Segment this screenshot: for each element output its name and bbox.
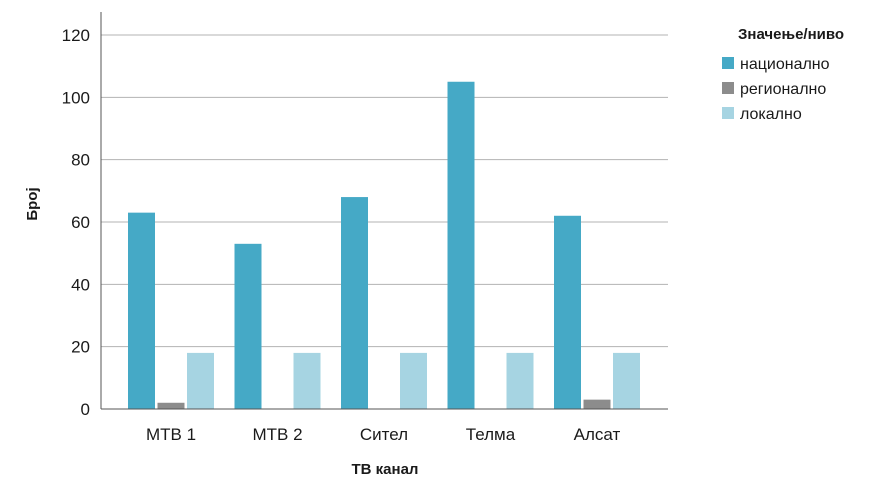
y-tick-label: 20 (71, 338, 90, 357)
y-tick-label: 100 (62, 88, 90, 107)
x-tick-label: МТВ 1 (146, 425, 196, 444)
x-tick-label: Сител (360, 425, 408, 444)
y-axis-title: Број (24, 187, 41, 220)
legend-label: локално (740, 106, 802, 123)
gridlines (101, 34, 668, 348)
bar (554, 215, 581, 409)
legend-swatch (722, 107, 734, 119)
y-tick-label: 120 (62, 26, 90, 45)
bar (234, 243, 262, 409)
x-tick-label: Телма (466, 425, 516, 444)
bar (506, 352, 534, 409)
bar (583, 399, 611, 409)
bar (400, 352, 427, 409)
bar (293, 352, 321, 409)
y-tick-label: 40 (71, 275, 90, 294)
bar (613, 352, 640, 409)
bar (447, 81, 475, 409)
legend: Значење/ниво национално регионално локално (722, 26, 844, 123)
x-tick-labels: МТВ 1 МТВ 2 Сител Телма Алсат (146, 425, 621, 444)
y-tick-labels: 0 20 40 60 80 100 120 (62, 26, 90, 419)
bar (187, 352, 214, 409)
x-tick-label: МТВ 2 (252, 425, 302, 444)
bars (128, 81, 640, 409)
y-tick-label: 60 (71, 213, 90, 232)
y-tick-label: 0 (81, 400, 90, 419)
legend-label: национално (740, 56, 830, 73)
legend-swatch (722, 82, 734, 94)
legend-title: Значење/ниво (738, 26, 844, 43)
axes (100, 12, 668, 410)
y-tick-label: 80 (71, 151, 90, 170)
bar (157, 402, 185, 409)
x-axis-title: ТВ канал (352, 461, 419, 478)
legend-swatch (722, 57, 734, 69)
x-tick-label: Алсат (574, 425, 621, 444)
bar (128, 212, 155, 409)
bar (341, 197, 368, 409)
legend-label: регионално (740, 81, 826, 98)
